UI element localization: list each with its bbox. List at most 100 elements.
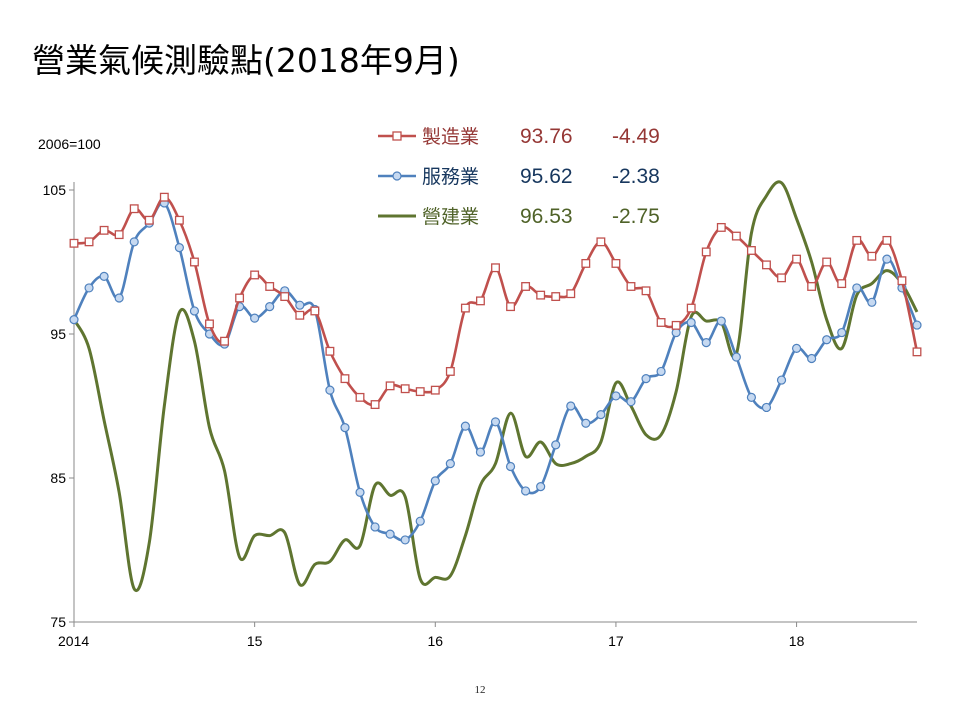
x-tick-label: 18 [789,633,805,649]
data-point [129,204,139,214]
data-point [792,254,802,264]
x-tick-label: 15 [247,633,263,649]
data-point [641,374,651,384]
y-tick-label: 105 [43,182,67,198]
data-point [69,315,79,325]
data-point [159,192,169,202]
data-point [189,306,200,316]
legend-marker [392,171,402,181]
data-point [295,300,305,310]
data-point [671,320,681,330]
data-point [370,522,380,532]
data-point [686,303,696,313]
data-point [491,263,500,273]
data-point [852,235,862,245]
data-point [611,258,621,268]
data-point [205,319,214,329]
data-point [250,313,260,323]
data-point [716,222,726,232]
data-point [882,254,892,264]
data-point [220,336,229,346]
data-point [385,529,395,539]
data-point [475,447,486,457]
data-point [174,243,184,253]
data-point [385,381,395,391]
data-point [99,271,109,281]
x-tick-label: 16 [427,633,443,649]
data-point [280,292,290,302]
legend-series-name: 營建業 [422,206,479,228]
legend-marker [392,131,402,141]
legend-latest-value: 93.76 [520,125,573,148]
data-point [656,366,666,377]
data-point [867,251,877,261]
data-point [400,384,410,394]
data-point [536,482,546,492]
data-point [460,303,470,313]
data-point [475,296,485,306]
data-point [746,392,757,402]
data-point [490,417,501,427]
data-point [581,258,591,268]
data-point [551,292,561,302]
legend-series-name: 服務業 [422,166,479,188]
data-point [807,282,817,291]
data-point [761,402,772,413]
series-line [72,180,919,593]
data-point [777,273,786,283]
data-point [686,317,696,328]
page-number: 12 [474,684,486,696]
data-point [791,343,802,353]
data-point [731,231,741,241]
data-point [596,410,606,420]
data-point [822,257,832,267]
series-2 [72,180,919,593]
data-point [84,237,94,247]
legend-change: -2.38 [612,165,660,188]
data-point [746,246,756,255]
y-tick-label: 75 [50,614,66,630]
data-point [265,282,275,291]
x-tick-label: 2014 [58,633,89,649]
data-point [867,297,877,307]
data-point [701,247,711,257]
legend-latest-value: 95.62 [520,165,573,188]
data-point [250,270,260,280]
data-point [551,440,561,450]
data-point [506,302,516,312]
data-point [536,290,546,300]
data-point [852,283,862,293]
y-tick-label: 85 [50,470,66,486]
data-point [415,387,425,397]
data-point [325,385,335,395]
data-point [521,282,531,291]
data-point [701,338,711,348]
page-title: 營業氣候測驗點(2018年9月) [32,41,460,80]
data-point [69,238,79,248]
data-point [596,237,606,247]
data-point [265,302,275,312]
data-point [114,293,124,303]
legend-item-0: 製造業 93.76 -4.49 [378,125,660,148]
data-point [415,516,425,526]
data-point [912,347,922,357]
data-point [897,276,907,286]
data-point [611,391,621,401]
y-axis-label: 2006=100 [38,136,101,152]
data-point [430,476,440,486]
legend-item-2: 營建業 96.53 -2.75 [378,205,660,228]
data-point [566,401,576,411]
data-point [762,260,771,270]
data-point [310,306,320,316]
legend-change: -4.49 [612,125,660,148]
data-point [807,353,817,364]
data-point [355,392,365,402]
chart-axes: 75 85 95 105 2014 15 16 17 18 [43,182,917,649]
data-point [340,423,350,433]
data-point [295,310,305,320]
data-point [460,421,470,431]
data-point [445,366,455,376]
data-point [129,237,139,247]
data-point [521,486,531,496]
